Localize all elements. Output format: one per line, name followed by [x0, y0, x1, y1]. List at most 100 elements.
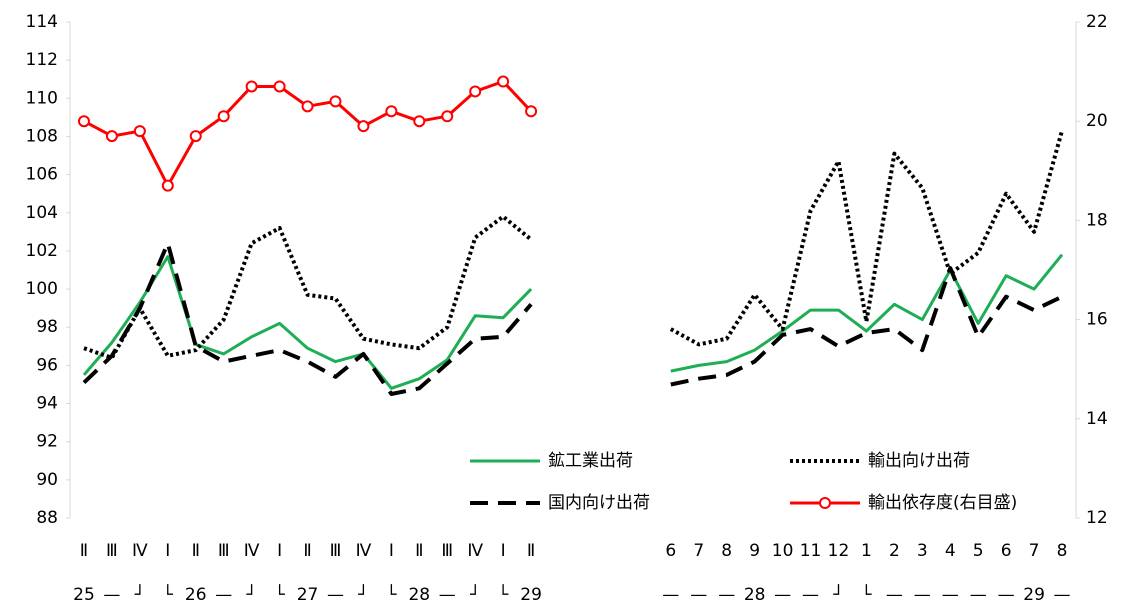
series-marker — [273, 80, 286, 93]
x-tick-label: Ⅲ — [330, 541, 342, 561]
x-tick-label: Ⅲ — [441, 541, 453, 561]
x-group-label: 29 — [520, 585, 542, 605]
x-tick-label: 10 — [772, 541, 794, 561]
x-group-label: └ — [386, 584, 397, 605]
x-group-label: — — [774, 585, 791, 605]
series-marker — [189, 130, 202, 143]
x-tick-label: 3 — [917, 541, 928, 561]
x-group-label: — — [662, 585, 679, 605]
x-tick-label: Ⅳ — [132, 541, 148, 561]
legend-label: 輸出依存度(右目盛) — [868, 493, 1017, 513]
series-marker — [525, 105, 538, 118]
x-group-label: 29 — [1023, 585, 1045, 605]
x-tick-label: Ⅳ — [244, 541, 260, 561]
x-tick-label: Ⅱ — [80, 541, 88, 561]
x-group-label: 28 — [408, 585, 430, 605]
x-tick-label: Ⅰ — [389, 541, 394, 561]
x-tick-label: 9 — [749, 541, 760, 561]
y2-tick-label: 22 — [1086, 12, 1108, 32]
x-group-label: └ — [498, 584, 509, 605]
x-tick-label: Ⅰ — [501, 541, 506, 561]
x-tick-label: Ⅱ — [415, 541, 423, 561]
x-tick-label: 4 — [945, 541, 956, 561]
x-group-label: — — [802, 585, 819, 605]
y2-tick-label: 12 — [1086, 508, 1108, 528]
series-marker — [497, 75, 510, 88]
y2-tick-label: 20 — [1086, 111, 1108, 131]
x-group-label: — — [215, 585, 232, 605]
y-tick-label: 96 — [36, 355, 58, 375]
x-group-label: 26 — [185, 585, 207, 605]
x-tick-label: Ⅱ — [303, 541, 311, 561]
x-tick-label: 7 — [693, 541, 704, 561]
x-group-label: — — [942, 585, 959, 605]
y2-tick-label: 16 — [1086, 310, 1108, 330]
y-tick-label: 104 — [26, 203, 58, 223]
series-marker — [301, 100, 314, 113]
y2-tick-label: 18 — [1086, 210, 1108, 230]
y-tick-label: 102 — [26, 241, 58, 261]
series-marker — [105, 130, 118, 143]
x-tick-label: 11 — [800, 541, 822, 561]
y-tick-label: 94 — [36, 394, 58, 414]
series-marker — [385, 105, 398, 118]
x-group-label: — — [103, 585, 120, 605]
series-marker — [357, 120, 370, 133]
y-tick-label: 110 — [26, 88, 58, 108]
series-marker — [245, 80, 258, 93]
series-line — [83, 80, 533, 188]
y-tick-label: 100 — [26, 279, 58, 299]
y-tick-label: 90 — [36, 470, 58, 490]
x-tick-label: 12 — [828, 541, 850, 561]
series-marker — [413, 115, 426, 128]
x-tick-label: Ⅱ — [192, 541, 200, 561]
x-group-label: — — [327, 585, 344, 605]
x-tick-label: Ⅲ — [106, 541, 118, 561]
series-marker — [161, 179, 174, 192]
legend-label: 輸出向け出荷 — [868, 451, 970, 471]
y-tick-label: 112 — [26, 50, 58, 70]
x-tick-label: Ⅳ — [356, 541, 372, 561]
y-tick-label: 88 — [36, 508, 58, 528]
x-group-label: — — [914, 585, 931, 605]
x-tick-label: 6 — [665, 541, 676, 561]
x-group-label: — — [718, 585, 735, 605]
x-tick-label: 6 — [1001, 541, 1012, 561]
legend-marker — [819, 497, 831, 509]
x-group-label: ┘ — [357, 584, 368, 605]
x-group-label: — — [886, 585, 903, 605]
y-tick-label: 98 — [36, 317, 58, 337]
x-tick-label: 1 — [861, 541, 872, 561]
x-group-label: — — [970, 585, 987, 605]
y-tick-label: 114 — [26, 12, 58, 32]
x-group-label: 28 — [744, 585, 766, 605]
x-group-label: ┘ — [832, 584, 843, 605]
x-tick-label: 8 — [1057, 541, 1068, 561]
x-tick-label: Ⅰ — [277, 541, 282, 561]
x-tick-label: 7 — [1029, 541, 1040, 561]
x-group-label: — — [439, 585, 456, 605]
series-marker — [329, 95, 342, 108]
x-tick-label: 2 — [889, 541, 900, 561]
x-group-label: — — [998, 585, 1015, 605]
x-tick-label: Ⅳ — [467, 541, 483, 561]
series-marker — [441, 110, 454, 123]
series-line — [83, 130, 1064, 360]
x-tick-label: Ⅱ — [527, 541, 535, 561]
x-group-label: └ — [861, 584, 872, 605]
x-group-label: — — [1054, 585, 1071, 605]
x-group-label: └ — [274, 584, 285, 605]
series-marker — [217, 110, 230, 123]
x-group-label: ┘ — [469, 584, 480, 605]
series-line — [82, 241, 1063, 396]
x-group-label: ┘ — [134, 584, 145, 605]
x-group-label: ┘ — [246, 584, 257, 605]
series-marker — [77, 115, 90, 128]
x-group-label: 27 — [297, 585, 319, 605]
legend-label: 国内向け出荷 — [548, 493, 650, 513]
series-marker — [133, 125, 146, 138]
y-tick-label: 92 — [36, 432, 58, 452]
x-tick-label: 8 — [721, 541, 732, 561]
x-group-label: — — [690, 585, 707, 605]
x-group-label: └ — [163, 584, 174, 605]
